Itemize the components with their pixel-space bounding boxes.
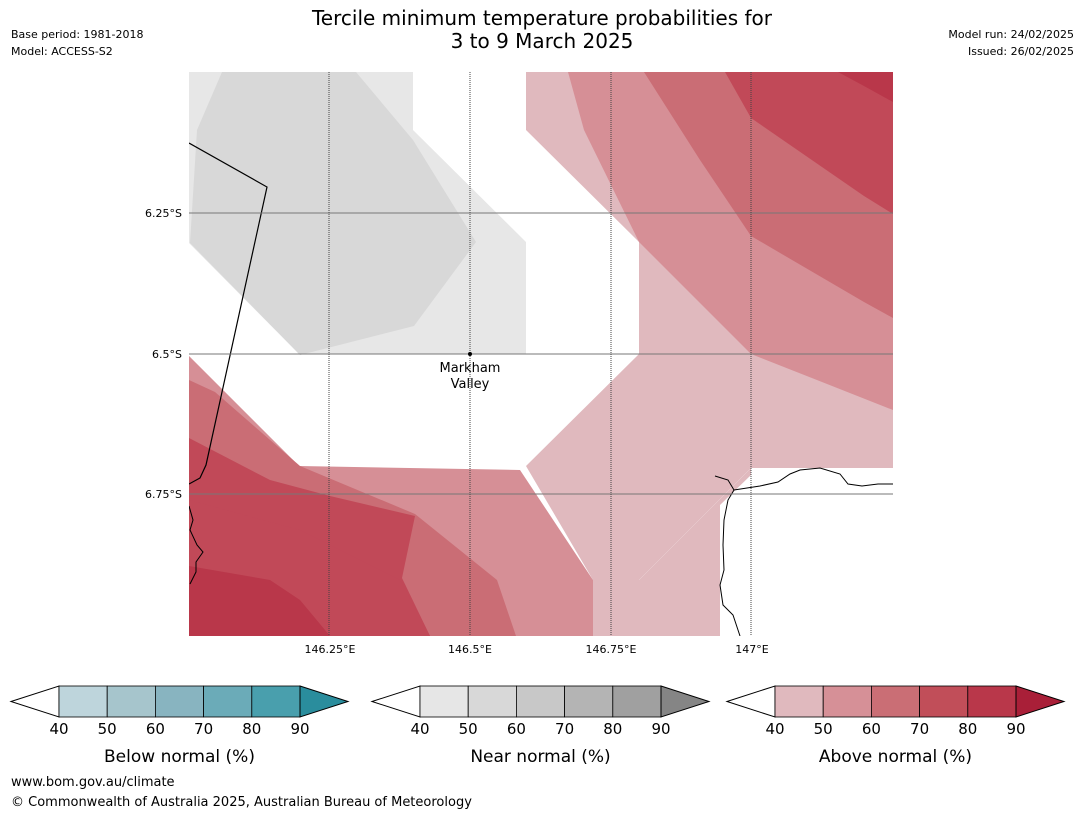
legend-tick-label: 90 [1006,720,1025,738]
legend-tick-label: 90 [651,720,670,738]
location-dot-icon [468,352,472,356]
legend-above: 40 50 60 70 80 90 Above normal (%) [725,685,1066,767]
legend-under-triangle [9,685,60,718]
legend-title: Near normal (%) [470,747,610,767]
run-info: Model run: 24/02/2025 Issued: 26/02/2025 [948,26,1074,60]
map-title: Tercile minimum temperature probabilitie… [242,7,842,53]
legend-tick-label: 40 [765,720,784,738]
legend-color-segment [58,685,108,718]
lon-label: 146.75°E [586,643,637,656]
base-period-label: Base period: 1981-2018 [11,28,144,41]
legend-tick-label: 40 [410,720,429,738]
border-line [189,142,268,485]
legend-under-triangle [370,685,421,718]
lat-label: 6.25°S [145,207,182,220]
legend-color-segment [919,685,969,718]
legend-tick-label: 40 [49,720,68,738]
legend-tick-label: 80 [242,720,261,738]
west-coastline [189,505,204,585]
above-normal-40-strip [639,468,751,636]
lat-label: 6.75°S [145,488,182,501]
model-run-label: Model run: 24/02/2025 [948,28,1074,41]
legend-color-segment [106,685,156,718]
legend-color-segment [467,685,517,718]
legend-tick-label: 70 [910,720,929,738]
footer-copyright: © Commonwealth of Australia 2025, Austra… [11,795,472,810]
legend-tick-label: 70 [194,720,213,738]
legend-color-segment [564,685,614,718]
lon-label: 147°E [735,643,768,656]
lat-label: 6.5°S [152,348,182,361]
above-normal-70-region-north [725,72,893,214]
legend-color-segment [822,685,872,718]
legend-title: Above normal (%) [819,747,972,767]
legend-under-triangle [725,685,776,718]
lon-label: 146.25°E [305,643,356,656]
legend-below: 40 50 60 70 80 90 Below normal (%) [9,685,350,767]
legend-color-segment [774,685,824,718]
legend-color-segment [967,685,1017,718]
issued-label: Issued: 26/02/2025 [967,45,1074,58]
legend-near: 40 50 60 70 80 90 Near normal (%) [370,685,711,767]
title-line-2: 3 to 9 March 2025 [450,29,634,53]
probability-map [189,72,893,636]
legend-tick-label: 80 [603,720,622,738]
place-name-line-1: Markham [440,361,501,376]
footer-url: www.bom.gov.au/climate [11,775,175,790]
legend-color-segment [516,685,566,718]
place-name-line-2: Valley [451,377,490,392]
model-info: Base period: 1981-2018 Model: ACCESS-S2 [11,26,143,60]
lon-label: 146.5°E [448,643,492,656]
legend-tick-label: 50 [98,720,117,738]
legend-tick-label: 50 [814,720,833,738]
title-line-1: Tercile minimum temperature probabilitie… [311,6,773,30]
above-normal-80-region-south [189,566,330,636]
legend-color-segment [154,685,204,718]
legends: 40 50 60 70 80 90 Below normal (%) 40 50 60 70 80 90… [9,685,1066,767]
legend-tick-label: 60 [507,720,526,738]
legend-tick-label: 50 [459,720,478,738]
legend-over-triangle [299,685,350,718]
legend-color-segment [871,685,921,718]
legend-over-triangle [1015,685,1066,718]
legend-tick-label: 60 [862,720,881,738]
legend-tick-label: 90 [290,720,309,738]
legend-tick-label: 70 [555,720,574,738]
legend-color-segment [612,685,662,718]
model-label: Model: ACCESS-S2 [11,45,113,58]
east-coastline [714,467,893,636]
legend-color-segment [251,685,301,718]
legend-color-segment [419,685,469,718]
legend-tick-label: 60 [146,720,165,738]
legend-title: Below normal (%) [104,747,255,767]
legend-over-triangle [660,685,711,718]
above-normal-80-region-north [838,72,893,102]
legend-color-segment [203,685,253,718]
legend-tick-label: 80 [958,720,977,738]
